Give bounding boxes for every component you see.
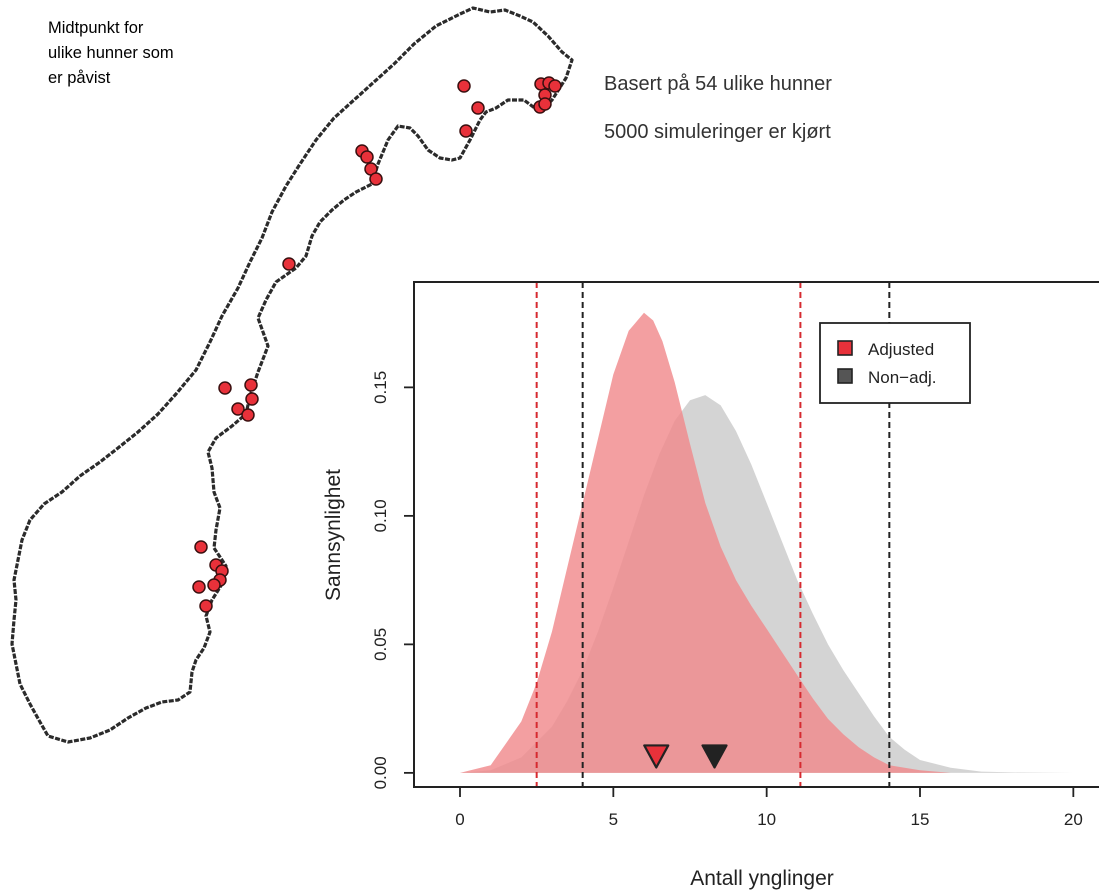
female-location-point — [282, 257, 296, 271]
y-tick-label-0: 0.00 — [371, 756, 390, 789]
norway-map — [10, 6, 574, 744]
norway-outline-icon — [10, 6, 574, 744]
map-caption-line-3: er påvist — [48, 69, 111, 87]
female-location-point — [471, 101, 485, 115]
female-location-point — [369, 172, 383, 186]
female-location-point — [194, 540, 208, 554]
info-females: Basert på 54 ulike hunner — [604, 73, 832, 95]
legend-label-non-adjusted: Non−adj. — [868, 368, 937, 387]
female-location-point — [199, 599, 213, 613]
legend: Adjusted Non−adj. — [819, 322, 971, 404]
x-tick-label-1: 5 — [609, 810, 618, 829]
x-tick-label-3: 15 — [911, 810, 930, 829]
legend-box — [819, 322, 971, 404]
female-location-point — [538, 97, 552, 111]
female-locations — [192, 76, 562, 613]
y-tick-label-1: 0.05 — [371, 628, 390, 661]
median-marker-0 — [643, 744, 670, 769]
legend-swatch-non-adjusted — [837, 368, 853, 384]
female-location-point — [548, 79, 562, 93]
female-location-point — [457, 79, 471, 93]
density-series — [460, 312, 1074, 773]
legend-label-adjusted: Adjusted — [868, 340, 934, 359]
median-markers — [643, 744, 728, 769]
female-location-point — [231, 402, 245, 416]
density-chart: 0 5 10 15 20 0.00 0.05 0.10 0.15 Antall yngling… — [322, 281, 1099, 890]
x-axis-label: Antall ynglinger — [690, 867, 834, 890]
female-location-point — [459, 124, 473, 138]
female-location-point — [241, 408, 255, 422]
female-location-point — [207, 578, 221, 592]
plot-frame — [413, 281, 1099, 788]
x-tick-label-0: 0 — [455, 810, 464, 829]
x-tick-label-2: 10 — [757, 810, 776, 829]
info-simulations: 5000 simuleringer er kjørt — [604, 121, 831, 143]
female-location-point — [192, 580, 206, 594]
x-axis: 0 5 10 15 20 — [455, 787, 1083, 829]
female-location-point — [360, 150, 374, 164]
y-tick-label-3: 0.15 — [371, 371, 390, 404]
female-location-point — [244, 378, 258, 392]
female-location-point — [218, 381, 232, 395]
map-caption-line-2: ulike hunner som — [48, 44, 174, 62]
y-axis: 0.00 0.05 0.10 0.15 — [371, 371, 414, 789]
y-tick-label-2: 0.10 — [371, 499, 390, 532]
female-location-point — [245, 392, 259, 406]
legend-swatch-adjusted — [837, 340, 853, 356]
x-tick-label-4: 20 — [1064, 810, 1083, 829]
y-axis-label: Sannsynlighet — [322, 469, 345, 601]
map-caption-line-1: Midtpunkt for — [48, 19, 144, 37]
median-marker-1 — [701, 744, 728, 769]
